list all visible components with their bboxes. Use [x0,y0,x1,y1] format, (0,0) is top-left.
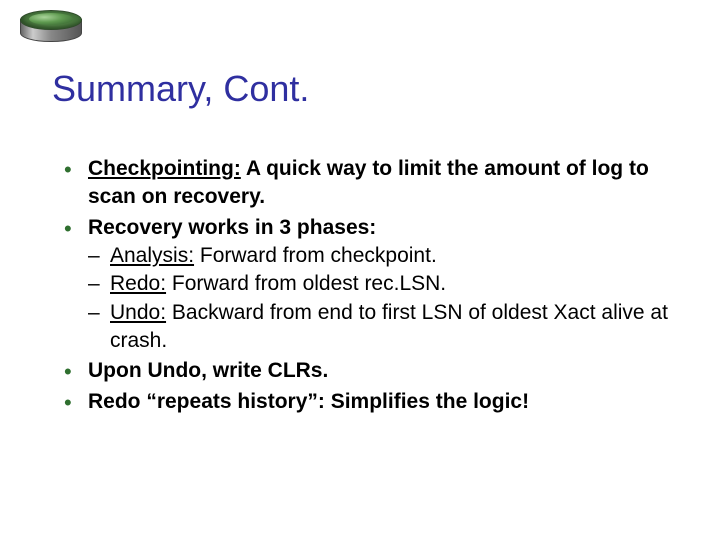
sub-undo: Undo: Backward from end to first LSN of … [88,299,668,356]
bullet-lead: Recovery works in 3 phases: [88,216,376,239]
bullet-upon-undo: Upon Undo, write CLRs. [58,357,668,385]
slide-title: Summary, Cont. [52,68,309,110]
slide-body: Checkpointing: A quick way to limit the … [58,155,668,418]
bullet-checkpointing: Checkpointing: A quick way to limit the … [58,155,668,212]
bullet-text: Upon Undo, write CLRs. [88,359,328,382]
sub-head: Undo: [110,301,166,324]
bullet-recovery-phases: Recovery works in 3 phases: Analysis: Fo… [58,214,668,356]
sub-head: Redo: [110,272,166,295]
logo-icon [20,10,80,54]
sub-rest: Forward from checkpoint. [194,244,437,267]
sub-rest: Forward from oldest rec.LSN. [166,272,446,295]
logo-cylinder-top [20,10,82,30]
bullet-lead: Checkpointing: [88,157,241,180]
slide: Summary, Cont. Checkpointing: A quick wa… [0,0,720,540]
sub-redo: Redo: Forward from oldest rec.LSN. [88,270,668,298]
bullet-text: Redo “repeats history”: Simplifies the l… [88,390,529,413]
sub-head: Analysis: [110,244,194,267]
sub-rest: Backward from end to first LSN of oldest… [110,301,668,352]
bullet-redo-history: Redo “repeats history”: Simplifies the l… [58,388,668,416]
sub-analysis: Analysis: Forward from checkpoint. [88,242,668,270]
